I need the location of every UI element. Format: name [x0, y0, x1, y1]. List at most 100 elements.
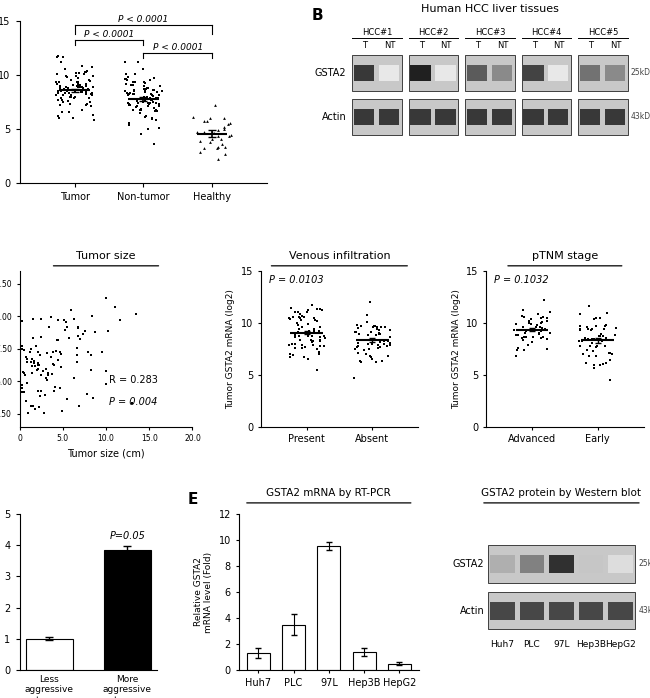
Point [73, 78, 84, 89]
Point [518, 304, 528, 315]
Point [120, 73, 131, 84]
Point [376, 355, 387, 366]
Text: HCC#1: HCC#1 [362, 28, 393, 37]
Point [595, 330, 605, 341]
Point [584, 300, 594, 311]
Point [285, 302, 296, 313]
Point [57, 107, 68, 118]
Point [151, 105, 162, 117]
Point [199, 126, 209, 138]
Point [72, 76, 83, 87]
Point [71, 67, 81, 78]
Point [70, 86, 80, 97]
Point [124, 99, 135, 110]
Point [56, 85, 66, 96]
Point [75, 82, 85, 93]
Point [575, 340, 586, 351]
Point [148, 97, 159, 108]
Point [575, 320, 586, 331]
Point [315, 332, 325, 343]
Point [88, 114, 99, 126]
Point [610, 322, 621, 334]
Point [293, 319, 304, 330]
Point [28, 333, 38, 344]
Point [315, 304, 325, 315]
Point [372, 342, 383, 353]
Text: Human HCC liver tissues: Human HCC liver tissues [421, 4, 559, 15]
Text: PLC: PLC [524, 640, 540, 649]
Point [135, 104, 145, 115]
Point [87, 88, 98, 99]
Point [594, 331, 604, 342]
Point [66, 75, 77, 86]
Point [213, 131, 223, 142]
Point [127, 89, 138, 100]
Point [78, 329, 88, 340]
Point [287, 339, 297, 350]
Text: HepG2: HepG2 [605, 640, 636, 649]
Point [55, 80, 66, 91]
Point [511, 329, 521, 341]
Point [42, 348, 52, 359]
Point [64, 106, 74, 117]
Point [374, 328, 385, 339]
Point [124, 98, 135, 110]
Point [582, 345, 592, 356]
Point [51, 346, 61, 357]
Point [207, 133, 218, 144]
Point [36, 369, 46, 380]
Bar [379, 109, 399, 125]
Point [82, 98, 92, 110]
Point [217, 139, 228, 150]
Point [310, 315, 320, 326]
Point [371, 330, 382, 341]
Point [595, 359, 605, 371]
Point [139, 77, 150, 88]
Point [589, 334, 599, 345]
Bar [352, 55, 402, 91]
Point [207, 126, 218, 137]
Point [57, 94, 68, 105]
Point [514, 325, 524, 336]
Point [350, 327, 361, 338]
Point [312, 304, 322, 315]
Point [72, 80, 82, 91]
Point [49, 359, 60, 371]
Point [64, 87, 75, 98]
Point [46, 352, 57, 363]
Point [372, 339, 383, 350]
Point [219, 121, 229, 132]
Point [588, 314, 599, 325]
Point [20, 370, 30, 381]
Point [364, 343, 374, 355]
Point [367, 353, 378, 364]
Point [52, 335, 62, 346]
X-axis label: Tumor size (cm): Tumor size (cm) [67, 449, 145, 459]
Point [27, 400, 38, 411]
Text: Actin: Actin [322, 112, 346, 122]
Bar [465, 99, 515, 135]
Bar [435, 65, 456, 81]
Point [521, 325, 531, 336]
Point [304, 326, 315, 337]
Bar [490, 602, 515, 620]
Point [72, 357, 83, 368]
Point [514, 325, 524, 336]
Point [68, 313, 79, 325]
Point [517, 334, 528, 346]
Point [48, 358, 58, 369]
Point [518, 322, 528, 333]
Point [380, 321, 390, 332]
Point [307, 331, 317, 342]
Point [137, 97, 148, 108]
Bar [354, 65, 374, 81]
Point [83, 346, 93, 357]
Point [356, 334, 367, 346]
Text: 25kDa: 25kDa [631, 68, 650, 77]
Point [55, 347, 65, 358]
Point [132, 96, 142, 107]
Point [370, 356, 381, 367]
Point [599, 324, 609, 335]
Point [128, 79, 138, 90]
Point [38, 408, 49, 419]
